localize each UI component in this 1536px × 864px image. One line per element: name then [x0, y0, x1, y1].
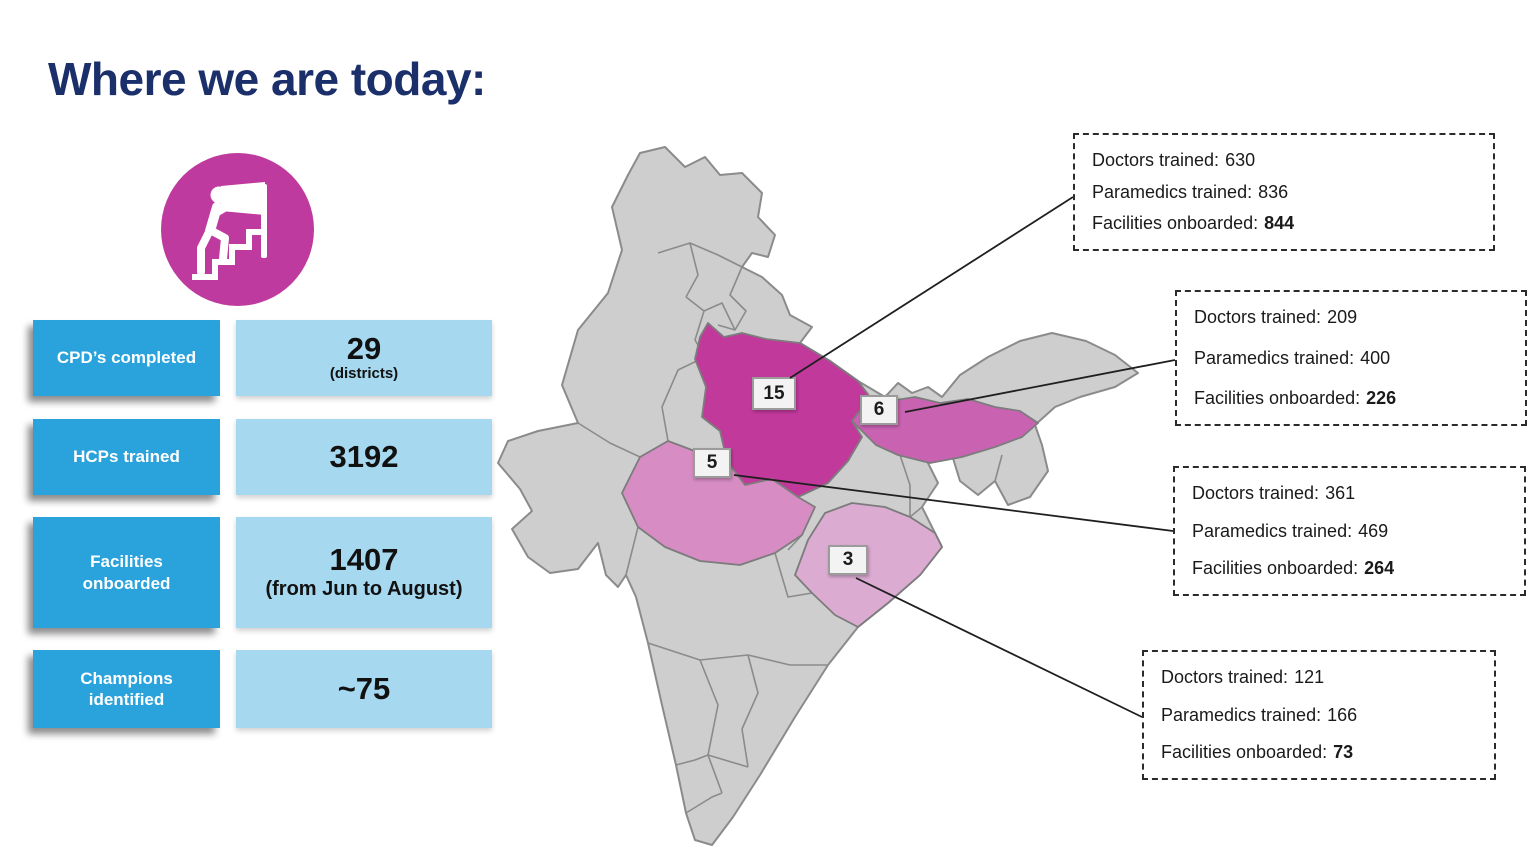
india-outline [497, 146, 1139, 846]
person-back-leg [197, 226, 214, 276]
callout-uttar-pradesh: Doctors trained: 630 Paramedics trained:… [1073, 133, 1495, 251]
callout-value: 361 [1325, 483, 1356, 503]
icon-circle [161, 153, 314, 306]
badge-bihar: 6 [860, 395, 898, 425]
stat-value-cpds-completed: 29 (districts) [236, 320, 492, 396]
india-map-svg [497, 146, 1139, 846]
callout-row-paramedics: Paramedics trained: 836 [1092, 182, 1476, 203]
callout-label: Doctors trained: [1092, 150, 1220, 170]
callout-value: 166 [1327, 704, 1358, 725]
page-title: Where we are today: [48, 53, 486, 105]
callout-label: Doctors trained: [1192, 483, 1320, 503]
stat-value-facilities-onboarded: 1407 (from Jun to August) [236, 517, 492, 628]
callout-row-paramedics: Paramedics trained: 469 [1192, 521, 1507, 542]
callout-label: Paramedics trained: [1161, 704, 1322, 725]
callout-label: Paramedics trained: [1194, 347, 1355, 368]
callout-label: Facilities onboarded: [1092, 213, 1259, 233]
badge-odisha: 3 [828, 545, 868, 575]
callout-bihar: Doctors trained: 209 Paramedics trained:… [1175, 290, 1527, 426]
callout-label: Paramedics trained: [1192, 520, 1353, 541]
stat-label-hcps-trained: HCPs trained [33, 419, 220, 495]
stat-row-cpds: CPD’s completed 29 (districts) [33, 320, 492, 396]
person-front-leg [206, 226, 229, 263]
callout-row-facilities: Facilities onboarded: 264 [1192, 558, 1507, 579]
stat-row-facilities: Facilities onboarded 1407 (from Jun to A… [33, 517, 492, 628]
callout-value: 630 [1225, 150, 1256, 170]
callout-row-facilities: Facilities onboarded: 844 [1092, 213, 1476, 234]
callout-odisha: Doctors trained: 121 Paramedics trained:… [1142, 650, 1496, 780]
callout-row-facilities: Facilities onboarded: 73 [1161, 742, 1477, 763]
callout-row-facilities: Facilities onboarded: 226 [1194, 388, 1508, 409]
callout-label: Doctors trained: [1194, 307, 1322, 327]
stat-label-facilities-onboarded: Facilities onboarded [33, 517, 220, 628]
stat-label-cpds-completed: CPD’s completed [33, 320, 220, 396]
callout-value: 121 [1294, 667, 1325, 687]
person-head [210, 186, 228, 204]
stat-value-hcps-trained: 3192 [236, 419, 492, 495]
badge-madhya-pradesh: 5 [693, 448, 731, 478]
callout-label: Paramedics trained: [1092, 181, 1253, 202]
goal-flag-icon [161, 153, 314, 306]
badge-uttar-pradesh: 15 [752, 377, 796, 410]
callout-row-paramedics: Paramedics trained: 400 [1194, 348, 1508, 369]
stat-number: 29 [346, 330, 382, 366]
stat-caption: (districts) [329, 365, 399, 383]
callout-value: 226 [1366, 388, 1397, 408]
callout-label: Facilities onboarded: [1194, 388, 1361, 408]
callout-value: 844 [1264, 213, 1295, 233]
callout-value: 400 [1360, 347, 1391, 368]
stat-number: 3192 [329, 438, 399, 474]
callout-row-doctors: Doctors trained: 121 [1161, 667, 1477, 688]
callout-row-doctors: Doctors trained: 630 [1092, 150, 1476, 171]
callout-value: 836 [1258, 181, 1289, 202]
callout-value: 264 [1364, 558, 1395, 578]
stat-row-champions: Champions identified ~75 [33, 650, 492, 728]
stat-label-champions-identified: Champions identified [33, 650, 220, 728]
callout-value: 73 [1333, 742, 1354, 762]
goal-flag-icon-svg [161, 153, 314, 306]
india-map: 15 6 5 3 [490, 145, 1150, 864]
stat-value-champions-identified: ~75 [236, 650, 492, 728]
person-arm [211, 199, 252, 218]
callout-row-paramedics: Paramedics trained: 166 [1161, 705, 1477, 726]
callout-row-doctors: Doctors trained: 209 [1194, 307, 1508, 328]
callout-value: 469 [1358, 520, 1389, 541]
callout-label: Facilities onboarded: [1192, 558, 1359, 578]
stat-row-hcps: HCPs trained 3192 [33, 419, 492, 495]
callout-value: 209 [1327, 307, 1358, 327]
callout-row-doctors: Doctors trained: 361 [1192, 483, 1507, 504]
steps-icon [192, 229, 267, 280]
callout-madhya-pradesh: Doctors trained: 361 Paramedics trained:… [1173, 466, 1526, 596]
callout-label: Doctors trained: [1161, 667, 1289, 687]
stat-caption: (from Jun to August) [265, 577, 463, 600]
stat-number: 1407 [329, 542, 399, 578]
flag-pole [261, 184, 267, 258]
stat-number: ~75 [337, 670, 391, 706]
callout-label: Facilities onboarded: [1161, 742, 1328, 762]
